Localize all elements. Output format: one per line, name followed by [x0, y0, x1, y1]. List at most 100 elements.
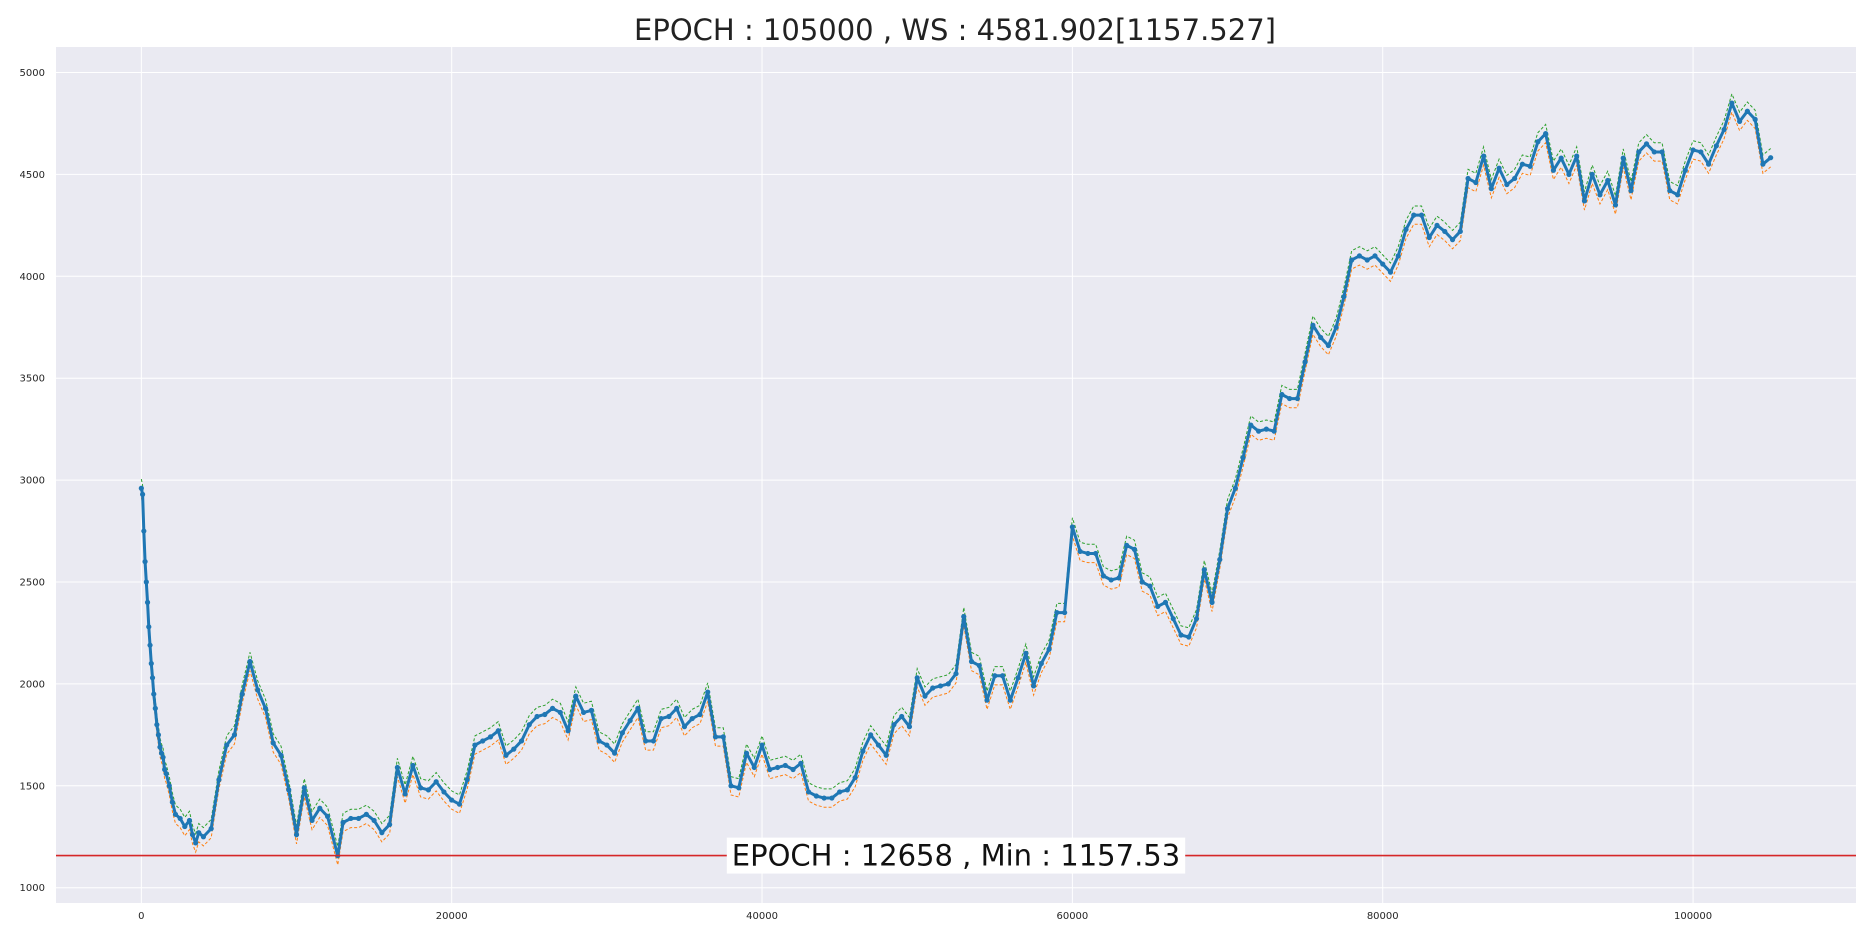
data-point: [1752, 116, 1758, 122]
data-point: [1411, 212, 1417, 218]
data-point: [146, 624, 152, 630]
data-point: [976, 662, 982, 669]
data-point: [1201, 567, 1207, 573]
data-point: [1093, 550, 1099, 557]
data-point: [224, 742, 230, 748]
data-point: [1139, 579, 1145, 585]
data-point: [1426, 234, 1432, 241]
data-point: [1287, 395, 1293, 402]
data-point: [1349, 257, 1355, 263]
data-point: [782, 762, 788, 769]
y-tick-label: 2000: [20, 679, 45, 690]
data-point: [937, 683, 944, 689]
data-point: [152, 705, 158, 711]
data-point: [1574, 153, 1580, 159]
data-point: [643, 738, 649, 744]
y-tick-label: 2500: [20, 578, 45, 589]
data-point: [163, 770, 169, 777]
data-point: [674, 705, 680, 711]
data-point: [139, 491, 146, 497]
data-point: [1069, 524, 1075, 530]
data-point: [394, 764, 400, 771]
data-point: [1255, 428, 1262, 434]
data-point: [511, 746, 517, 752]
data-point: [1698, 149, 1704, 155]
data-point: [712, 734, 719, 740]
upper-band-line: [140, 92, 1771, 847]
data-point: [480, 738, 486, 744]
data-point: [262, 705, 269, 711]
data-point: [899, 713, 905, 720]
data-point: [821, 795, 827, 801]
data-point: [1488, 186, 1494, 192]
data-point: [1325, 342, 1332, 349]
data-point: [580, 709, 587, 716]
data-point: [144, 599, 151, 605]
data-point: [1023, 650, 1029, 656]
data-point: [1713, 143, 1719, 149]
data-point: [1062, 609, 1068, 616]
data-point: [1310, 322, 1316, 328]
data-point: [743, 750, 750, 756]
y-tick-label: 1500: [20, 781, 45, 792]
data-point: [829, 795, 835, 801]
data-point: [992, 673, 998, 679]
data-point: [573, 693, 579, 699]
data-point: [158, 750, 165, 756]
data-point: [155, 732, 162, 738]
data-point: [182, 823, 188, 830]
data-point: [534, 713, 540, 720]
data-point: [1760, 161, 1766, 167]
data-point: [363, 811, 369, 817]
data-point: [1015, 675, 1021, 681]
data-point: [441, 789, 447, 795]
data-point: [1535, 139, 1541, 145]
grid-layer: [56, 47, 1856, 903]
data-point: [1372, 253, 1378, 259]
data-point: [160, 754, 166, 760]
x-tick-label: 20000: [436, 911, 468, 922]
data-point: [177, 815, 183, 822]
data-point: [216, 777, 222, 783]
data-point: [270, 740, 276, 746]
data-point: [1232, 485, 1238, 491]
data-point: [852, 775, 858, 781]
data-point: [1131, 546, 1138, 552]
data-point: [844, 787, 850, 793]
data-point: [309, 817, 315, 824]
data-point: [1077, 548, 1083, 555]
data-point: [1605, 177, 1611, 184]
data-point: [1279, 391, 1285, 398]
data-point: [868, 732, 874, 738]
data-point: [1147, 583, 1153, 589]
data-point: [371, 817, 377, 824]
data-point: [1318, 334, 1324, 341]
data-point: [1543, 131, 1549, 137]
data-point: [945, 681, 951, 687]
data-point: [1496, 165, 1502, 171]
data-point: [231, 732, 238, 738]
data-point: [681, 724, 688, 730]
x-tick-label: 80000: [1367, 911, 1399, 922]
data-point: [666, 713, 672, 720]
data-point: [1116, 575, 1122, 581]
data-point: [1504, 181, 1510, 188]
data-point: [1643, 141, 1650, 147]
data-point: [456, 801, 463, 807]
data-point: [1690, 147, 1696, 153]
data-point: [1705, 161, 1712, 167]
lower-band-line: [140, 110, 1771, 866]
data-point: [1217, 556, 1223, 563]
data-point: [1620, 155, 1626, 161]
data-point: [658, 715, 664, 722]
data-point: [1162, 599, 1169, 605]
data-point: [930, 685, 936, 691]
data-point: [1667, 188, 1673, 194]
data-point: [883, 752, 889, 758]
data-point: [1674, 192, 1681, 198]
data-point: [1085, 550, 1091, 557]
data-point: [736, 785, 742, 791]
data-point: [1193, 616, 1200, 622]
data-point: [1737, 118, 1743, 124]
